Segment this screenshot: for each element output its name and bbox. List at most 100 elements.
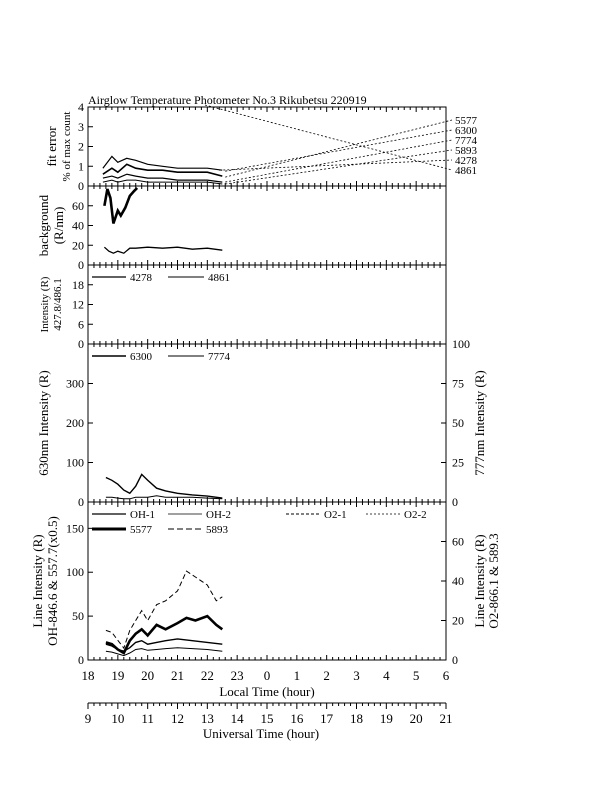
series-line-5893 [102, 179, 223, 185]
y-axis-label-left: Line Intensity (R) [30, 534, 45, 627]
legend: 6300 7774 [92, 351, 231, 363]
y-tick-label: 150 [66, 521, 84, 535]
y-tick-label: 0 [452, 495, 458, 509]
y-axis-label-right: 777nm Intensity (R) [472, 370, 487, 475]
y-axis-label: % of max count [61, 112, 73, 182]
series-line-unnamed [103, 246, 223, 254]
y-tick-label: 40 [72, 219, 84, 233]
ut-tick-label: 18 [350, 711, 363, 726]
legend-connector [225, 119, 453, 178]
legend-label: 7774 [208, 351, 231, 363]
ut-tick-label: 21 [440, 711, 453, 726]
y-tick-label: 50 [452, 416, 464, 430]
x-tick-label: 22 [201, 668, 214, 683]
ut-tick-label: 10 [111, 711, 124, 726]
y-tick-label: 40 [452, 574, 464, 588]
ut-tick-label: 9 [85, 711, 92, 726]
legend-label: 6300 [455, 125, 478, 137]
series-line-5577 [105, 614, 224, 655]
legend-label: 4278 [455, 155, 478, 167]
panel-fit-error: 0 1 2 3 4 fit error% of max count 557763007774… [44, 100, 478, 193]
y-axis-label: 427.8/486.1 [52, 278, 64, 331]
series-line-7774 [105, 495, 223, 500]
x-tick-label: 23 [231, 668, 244, 683]
ut-tick-label: 16 [290, 711, 304, 726]
x-tick-label: 18 [82, 668, 95, 683]
ut-tick-label: 15 [261, 711, 274, 726]
ut-tick-label: 20 [410, 711, 423, 726]
y-tick-label: 6 [78, 317, 84, 331]
y-axis-label: (R/nm) [51, 207, 66, 245]
ut-tick-label: 17 [320, 711, 334, 726]
x-tick-label: 0 [264, 668, 271, 683]
x-axis-universal-time: 9 10 11 12 13 14 15 16 17 18 19 20 21 Universal Time … [85, 702, 453, 741]
series-line-7774 [102, 173, 223, 183]
x-tick-label: 20 [141, 668, 154, 683]
series-line-6300 [105, 473, 223, 499]
y-tick-label: 12 [72, 298, 84, 312]
x-tick-label: 1 [294, 668, 301, 683]
panel-intensity-630: 0 100 200 300 0 25 50 75 100 630nm Intensity (R) 7… [36, 337, 487, 509]
y-tick-label: 100 [66, 456, 84, 470]
ut-tick-label: 11 [141, 711, 154, 726]
series-line-OH-1 [105, 638, 223, 652]
y-tick-label: 0 [78, 337, 84, 351]
series-line-unnamed [103, 187, 139, 224]
x-tick-label: 6 [443, 668, 450, 683]
legend-label: OH-2 [206, 509, 231, 521]
legend-label: 5577 [130, 524, 153, 536]
series-line-5893 [105, 570, 223, 650]
legend: 4278 4861 [92, 272, 230, 284]
y-tick-label: 100 [452, 337, 470, 351]
panel-frame [87, 343, 447, 503]
y-axis-label-left: 630nm Intensity (R) [36, 370, 51, 475]
x-axis-label: Local Time (hour) [219, 684, 314, 699]
y-tick-label: 300 [66, 377, 84, 391]
legend-label: OH-1 [130, 509, 155, 521]
y-axis-label: fit error [44, 126, 59, 167]
y-tick-label: 25 [452, 456, 464, 470]
legend-label: O2-2 [404, 509, 427, 521]
legend-connector [225, 139, 453, 183]
y-tick-label: 2 [78, 140, 84, 154]
ut-tick-label: 13 [201, 711, 214, 726]
legend-label: 4278 [130, 272, 153, 284]
x-tick-label: 3 [353, 668, 360, 683]
x-tick-label: 5 [413, 668, 420, 683]
y-axis-label-right: Line Intensity (R) [472, 534, 487, 627]
x-tick-label: 2 [323, 668, 330, 683]
legend-label: 5577 [455, 115, 478, 127]
y-tick-label: 0 [78, 179, 84, 193]
y-tick-label: 75 [452, 377, 464, 391]
legend-label: 4861 [455, 165, 477, 177]
legend-label: 5893 [206, 524, 229, 536]
ut-tick-label: 12 [171, 711, 184, 726]
legend-connector [204, 104, 453, 171]
panel-background: 0 20 40 60 background (R/nm) [36, 185, 447, 272]
x-tick-label: 21 [171, 668, 184, 683]
y-tick-label: 100 [66, 565, 84, 579]
y-axis-label-left: OH-846.6 & 557.7(x0.5) [45, 516, 60, 646]
y-tick-label: 200 [66, 416, 84, 430]
series-line-6300 [102, 155, 223, 171]
y-tick-label: 60 [72, 199, 84, 213]
legend-label: 6300 [130, 351, 153, 363]
legend-connector [219, 159, 453, 171]
legend: OH-1 OH-2 O2-1 O2-2 5577 5893 [92, 509, 427, 536]
y-axis-label: background [36, 194, 51, 256]
legend-label: 7774 [455, 135, 478, 147]
y-tick-label: 0 [78, 258, 84, 272]
y-tick-label: 50 [72, 609, 84, 623]
legend-connector [225, 149, 453, 185]
x-tick-label: 19 [111, 668, 124, 683]
ut-tick-label: 19 [380, 711, 393, 726]
series-line-5577 [102, 163, 223, 177]
legend-connectors [204, 104, 453, 185]
y-tick-label: 1 [78, 159, 84, 173]
y-tick-label: 0 [452, 653, 458, 667]
